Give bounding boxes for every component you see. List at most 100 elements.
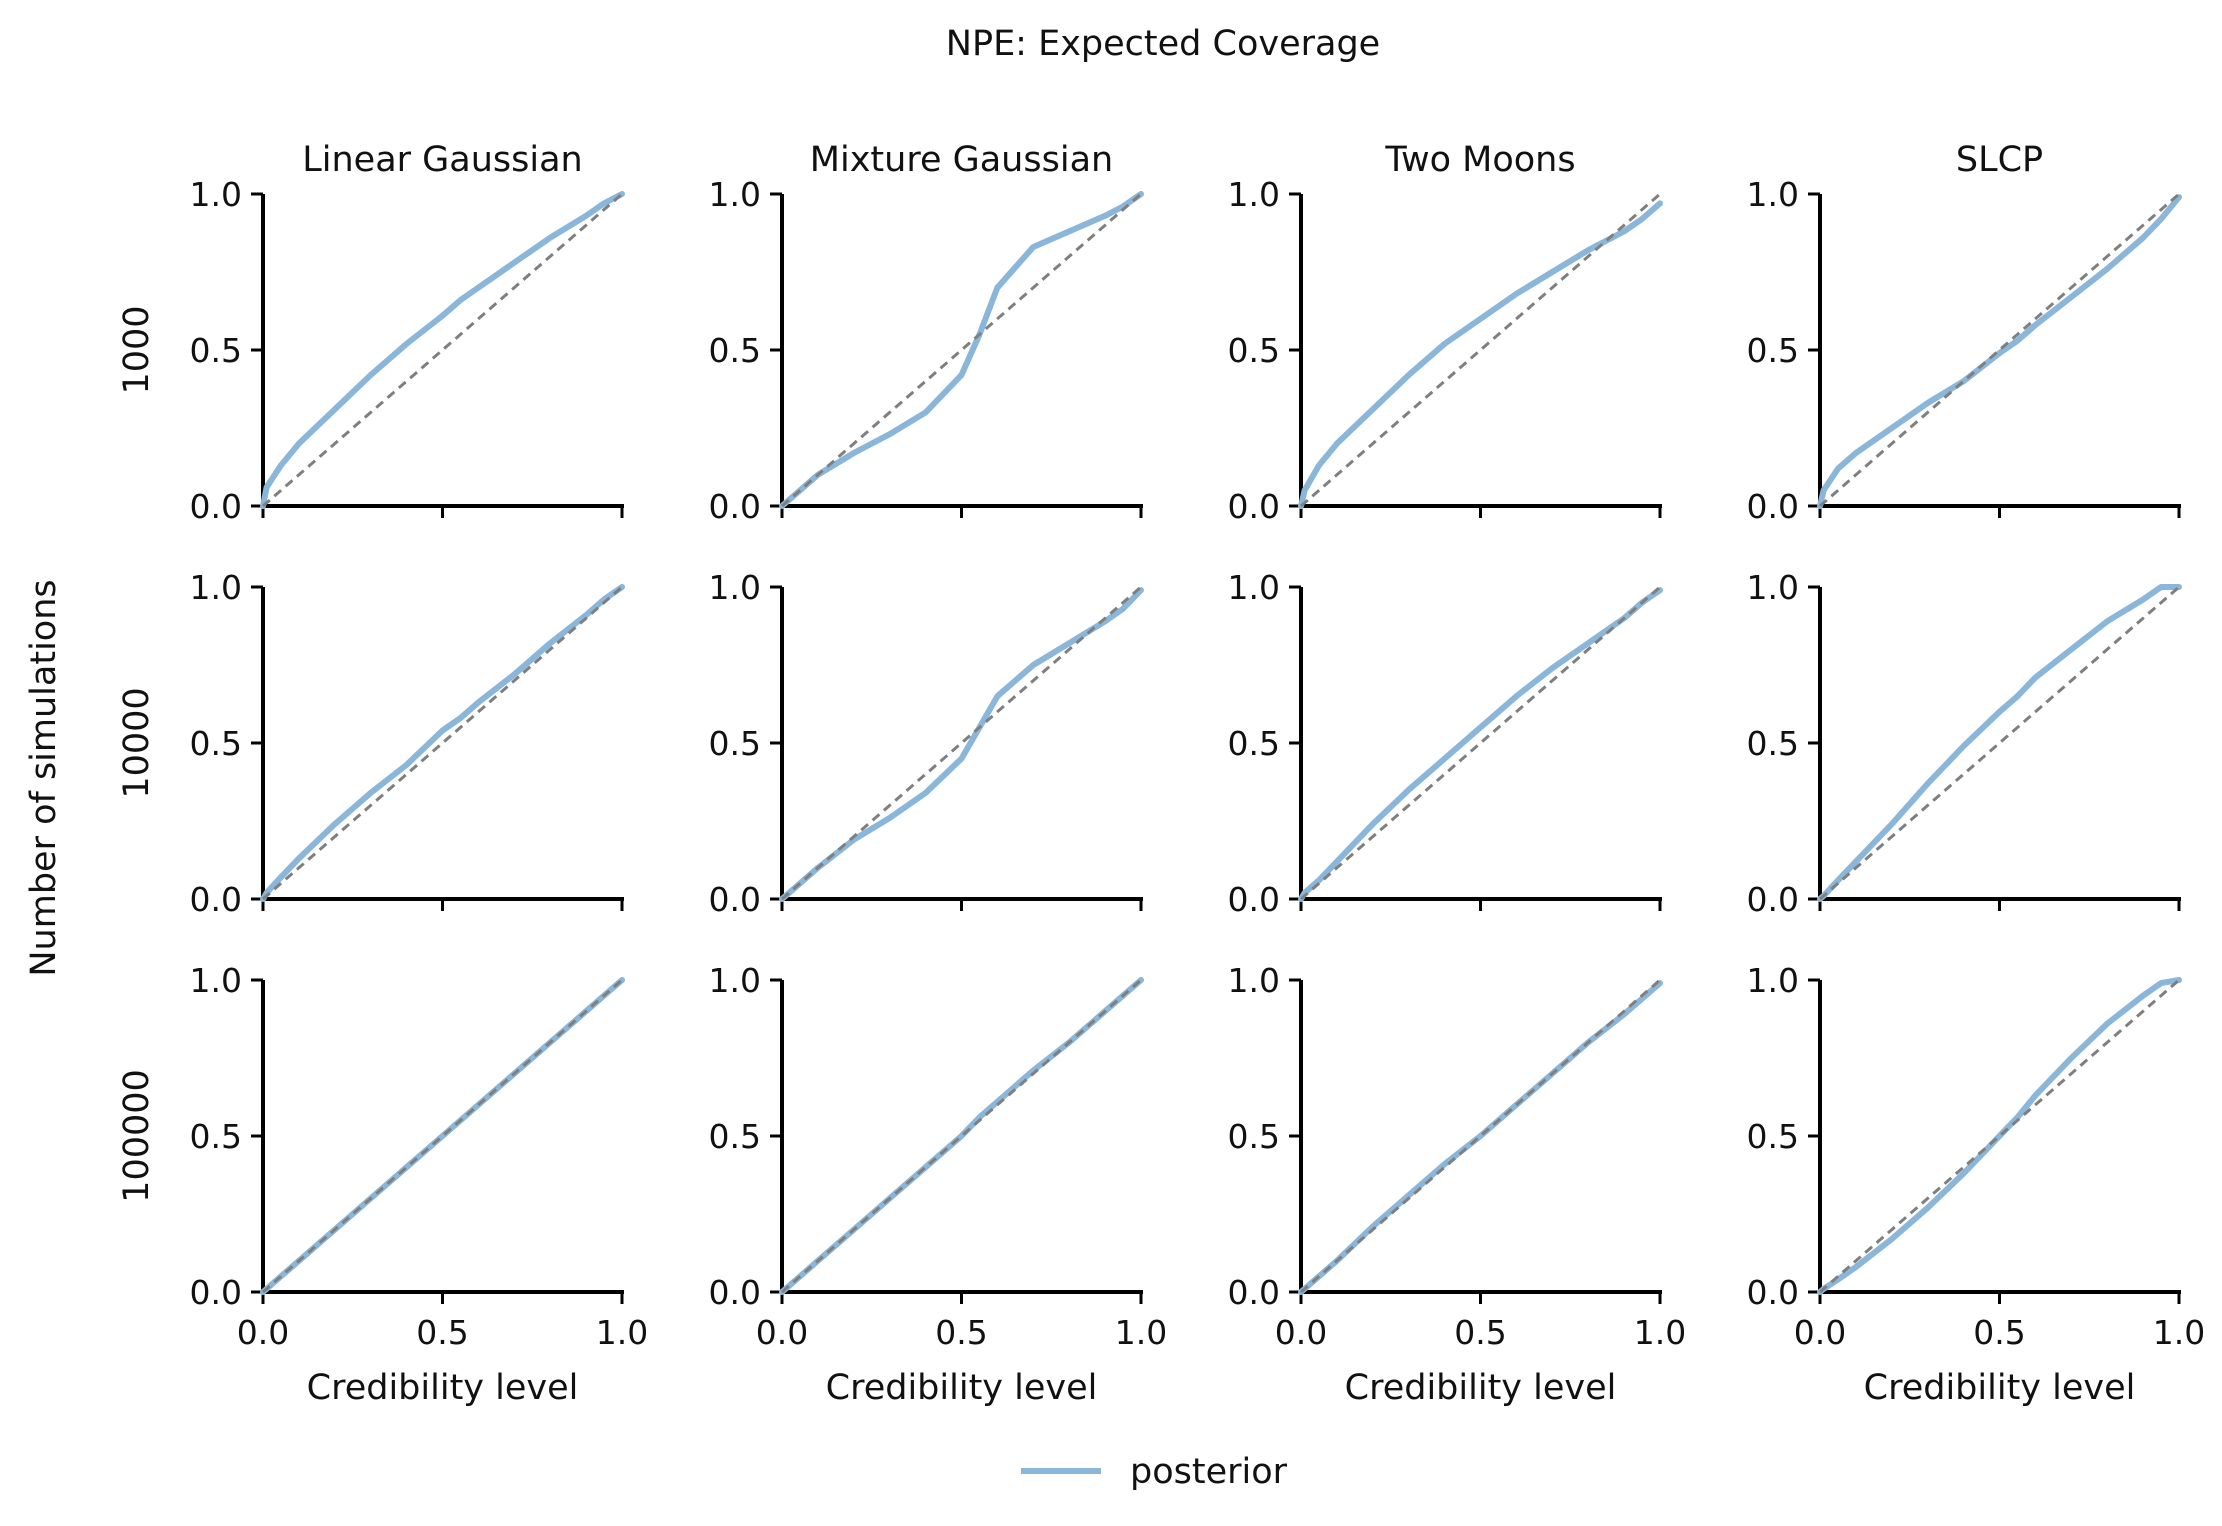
panel-mixture-gaussian-1000: Mixture Gaussian 0.0 0.5 1.0: [709, 140, 1144, 526]
reference-diagonal-slcp-10000: [1819, 585, 2180, 901]
row-label-1000: 1000: [117, 305, 157, 394]
y-tick-label-mixture-gaussian-100000: 0.0: [709, 1273, 761, 1312]
y-tick-label-two-moons-10000: 1.0: [1228, 568, 1280, 607]
y-tick-label-linear-gaussian-10000: 0.5: [190, 724, 242, 763]
column-title-mixture-gaussian: Mixture Gaussian: [810, 140, 1113, 180]
panel-slcp-10000: 0.0 0.5 1.0: [1747, 568, 2182, 919]
y-tick-label-mixture-gaussian-1000: 0.0: [709, 487, 761, 526]
y-tick-label-two-moons-100000: 0.0: [1228, 1273, 1280, 1312]
y-tick-label-mixture-gaussian-10000: 0.5: [709, 724, 761, 763]
column-title-two-moons: Two Moons: [1384, 140, 1575, 180]
reference-diagonal-two-moons-1000: [1300, 192, 1661, 508]
y-tick-label-linear-gaussian-100000: 1.0: [190, 961, 242, 1000]
panel-mixture-gaussian-100000: 0.00.0 0.5 0.5 1.0 1.0 Credibility level: [709, 961, 1168, 1408]
reference-diagonal-two-moons-10000: [1300, 585, 1661, 901]
y-tick-label-slcp-10000: 0.5: [1747, 724, 1799, 763]
y-tick-label-slcp-100000: 0.5: [1747, 1117, 1799, 1156]
panel-linear-gaussian-100000: 100000 0.00.0 0.5 0.5 1.0 1.0 Credibility leve…: [117, 961, 648, 1408]
y-tick-label-linear-gaussian-10000: 1.0: [190, 568, 242, 607]
y-tick-label-mixture-gaussian-1000: 1.0: [709, 175, 761, 214]
panel-two-moons-1000: Two Moons 0.0 0.5 1.0: [1228, 140, 1663, 526]
y-tick-label-mixture-gaussian-1000: 0.5: [709, 331, 761, 370]
y-tick-label-linear-gaussian-100000: 0.5: [190, 1117, 242, 1156]
y-tick-label-two-moons-1000: 0.5: [1228, 331, 1280, 370]
reference-diagonal-linear-gaussian-100000: [262, 978, 623, 1294]
x-tick-label-mixture-gaussian-100000: 0.5: [935, 1313, 987, 1352]
y-tick-label-mixture-gaussian-100000: 1.0: [709, 961, 761, 1000]
reference-diagonal-linear-gaussian-10000: [262, 585, 623, 901]
x-tick-label-slcp-100000: 0.5: [1973, 1313, 2025, 1352]
row-label-10000: 10000: [117, 687, 157, 798]
y-tick-label-two-moons-100000: 0.5: [1228, 1117, 1280, 1156]
series-posterior-mixture-gaussian-10000: [779, 587, 1144, 902]
series-posterior-linear-gaussian-100000: [260, 977, 625, 1295]
series-posterior-mixture-gaussian-100000: [779, 977, 1144, 1295]
column-title-slcp: SLCP: [1956, 140, 2043, 180]
panel-linear-gaussian-1000: Linear Gaussian 1000 0.0 0.5 1.0: [117, 140, 625, 526]
x-tick-label-linear-gaussian-100000: 1.0: [596, 1313, 648, 1352]
column-title-linear-gaussian: Linear Gaussian: [302, 140, 582, 180]
panel-two-moons-100000: 0.00.0 0.5 0.5 1.0 1.0 Credibility level: [1228, 961, 1687, 1408]
y-tick-label-slcp-1000: 0.0: [1747, 487, 1799, 526]
reference-diagonal-mixture-gaussian-1000: [781, 192, 1142, 508]
reference-diagonal-mixture-gaussian-100000: [781, 978, 1142, 1294]
x-tick-label-two-moons-100000: 1.0: [1634, 1313, 1686, 1352]
x-tick-label-mixture-gaussian-100000: 1.0: [1115, 1313, 1167, 1352]
reference-diagonal-slcp-100000: [1819, 978, 2180, 1294]
y-tick-label-slcp-10000: 0.0: [1747, 880, 1799, 919]
figure-title: NPE: Expected Coverage: [946, 24, 1380, 64]
y-tick-label-slcp-1000: 0.5: [1747, 331, 1799, 370]
x-tick-label-linear-gaussian-100000: 0.0: [237, 1313, 289, 1352]
panel-linear-gaussian-10000: 10000 0.0 0.5 1.0: [117, 568, 625, 919]
y-tick-label-linear-gaussian-100000: 0.0: [190, 1273, 242, 1312]
y-tick-label-slcp-100000: 0.0: [1747, 1273, 1799, 1312]
legend: posterior: [1021, 1452, 1288, 1492]
series-posterior-slcp-100000: [1817, 977, 2182, 1295]
y-tick-label-linear-gaussian-1000: 1.0: [190, 175, 242, 214]
y-tick-label-two-moons-1000: 0.0: [1228, 487, 1280, 526]
x-tick-label-slcp-100000: 1.0: [2153, 1313, 2205, 1352]
y-tick-label-linear-gaussian-1000: 0.0: [190, 487, 242, 526]
series-posterior-linear-gaussian-10000: [260, 584, 625, 902]
x-axis-label-slcp-100000: Credibility level: [1864, 1368, 2136, 1408]
reference-diagonal-two-moons-100000: [1300, 978, 1661, 1294]
x-tick-label-linear-gaussian-100000: 0.5: [416, 1313, 468, 1352]
panel-two-moons-10000: 0.0 0.5 1.0: [1228, 568, 1663, 919]
y-tick-label-slcp-10000: 1.0: [1747, 568, 1799, 607]
x-tick-label-two-moons-100000: 0.0: [1275, 1313, 1327, 1352]
y-tick-label-two-moons-10000: 0.0: [1228, 880, 1280, 919]
x-tick-label-two-moons-100000: 0.5: [1454, 1313, 1506, 1352]
series-posterior-slcp-1000: [1817, 194, 2182, 509]
series-posterior-mixture-gaussian-1000: [779, 191, 1144, 509]
reference-diagonal-slcp-1000: [1819, 192, 2180, 508]
x-tick-label-slcp-100000: 0.0: [1794, 1313, 1846, 1352]
reference-diagonal-linear-gaussian-1000: [262, 192, 623, 508]
y-tick-label-slcp-100000: 1.0: [1747, 961, 1799, 1000]
y-tick-label-mixture-gaussian-100000: 0.5: [709, 1117, 761, 1156]
series-posterior-two-moons-100000: [1298, 980, 1663, 1295]
y-tick-label-slcp-1000: 1.0: [1747, 175, 1799, 214]
y-tick-label-mixture-gaussian-10000: 0.0: [709, 880, 761, 919]
series-posterior-slcp-10000: [1817, 584, 2182, 902]
y-tick-label-linear-gaussian-10000: 0.0: [190, 880, 242, 919]
series-posterior-linear-gaussian-1000: [260, 191, 625, 509]
row-label-100000: 100000: [117, 1069, 157, 1203]
y-tick-label-linear-gaussian-1000: 0.5: [190, 331, 242, 370]
series-posterior-two-moons-10000: [1298, 587, 1663, 902]
reference-diagonal-mixture-gaussian-10000: [781, 585, 1142, 901]
y-tick-label-two-moons-1000: 1.0: [1228, 175, 1280, 214]
x-tick-label-mixture-gaussian-100000: 0.0: [756, 1313, 808, 1352]
y-tick-label-two-moons-10000: 0.5: [1228, 724, 1280, 763]
panel-slcp-100000: 0.00.0 0.5 0.5 1.0 1.0 Credibility level: [1747, 961, 2206, 1408]
x-axis-label-linear-gaussian-100000: Credibility level: [307, 1368, 579, 1408]
panel-mixture-gaussian-10000: 0.0 0.5 1.0: [709, 568, 1144, 919]
figure-ylabel: Number of simulations: [24, 579, 64, 976]
legend-posterior-label: posterior: [1130, 1452, 1288, 1492]
panel-slcp-1000: SLCP 0.0 0.5 1.0: [1747, 140, 2182, 526]
y-tick-label-two-moons-100000: 1.0: [1228, 961, 1280, 1000]
x-axis-label-two-moons-100000: Credibility level: [1345, 1368, 1617, 1408]
y-tick-label-mixture-gaussian-10000: 1.0: [709, 568, 761, 607]
x-axis-label-mixture-gaussian-100000: Credibility level: [826, 1368, 1098, 1408]
